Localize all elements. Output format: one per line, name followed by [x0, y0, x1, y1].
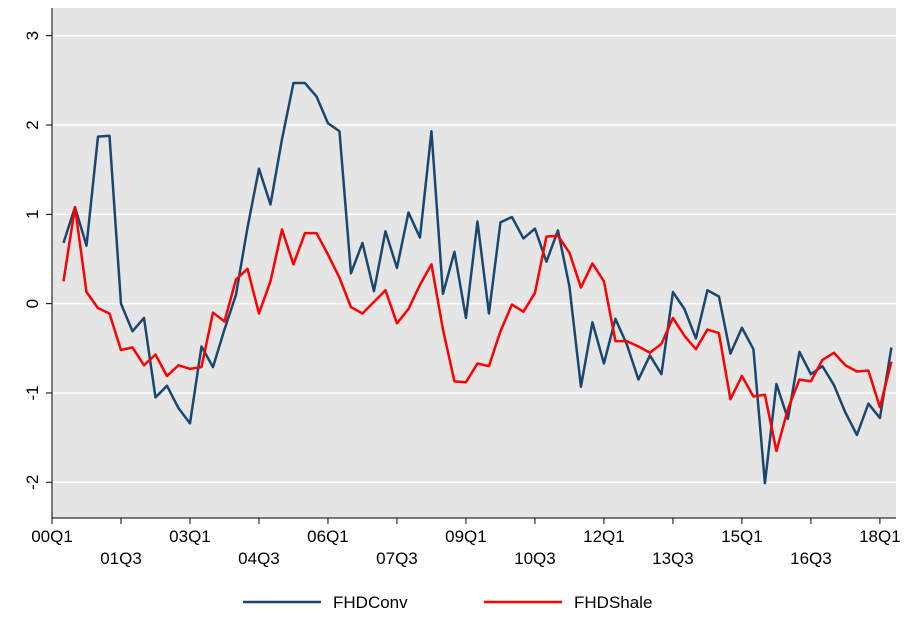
plot-area	[52, 8, 896, 518]
x-tick-label: 13Q3	[652, 549, 694, 568]
x-tick-label: 09Q1	[445, 527, 487, 546]
legend-label: FHDShale	[574, 593, 652, 612]
y-tick-label: -2	[23, 475, 42, 490]
y-tick-label: 0	[23, 299, 42, 308]
y-tick-label: 3	[23, 31, 42, 40]
y-tick-label: -1	[23, 385, 42, 400]
x-tick-label: 07Q3	[376, 549, 418, 568]
x-tick-label: 04Q3	[238, 549, 280, 568]
series-line	[62, 205, 893, 453]
x-tick-label: 03Q1	[169, 527, 211, 546]
x-tick-label: 18Q1	[859, 527, 901, 546]
legend-label: FHDConv	[333, 593, 408, 612]
x-tick-label: 16Q3	[790, 549, 832, 568]
x-tick-label: 01Q3	[100, 549, 142, 568]
y-tick-label: 1	[23, 210, 42, 219]
x-tick-label: 06Q1	[307, 527, 349, 546]
x-tick-label: 10Q3	[514, 549, 556, 568]
series-line	[62, 81, 893, 485]
x-tick-label: 15Q1	[721, 527, 763, 546]
x-tick-label: 12Q1	[583, 527, 625, 546]
x-tick-label: 00Q1	[31, 527, 73, 546]
y-tick-label: 2	[23, 120, 42, 129]
